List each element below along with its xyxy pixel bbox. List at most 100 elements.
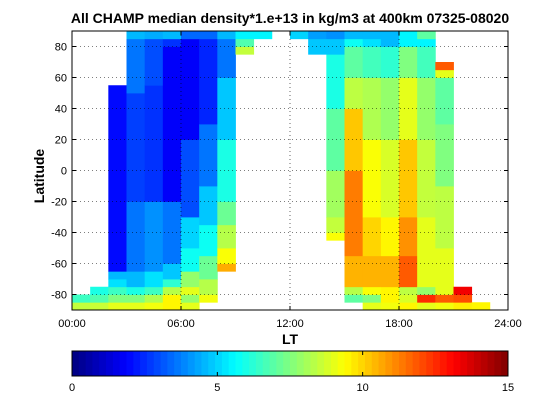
colorbar-segment (112, 351, 121, 376)
colorbar-segment (439, 351, 448, 376)
heatmap-cell (308, 31, 327, 40)
y-tick-label: 80 (55, 42, 67, 54)
colorbar-segment (242, 351, 250, 376)
colorbar-segment (78, 351, 87, 376)
heatmap-cell (344, 286, 364, 295)
heatmap-cell (144, 271, 164, 288)
heatmap-cell (199, 31, 218, 40)
heatmap-cell (144, 201, 164, 272)
colorbar-segment (221, 351, 230, 376)
chart-title: All CHAMP median density*1.e+13 in kg/m3… (71, 10, 509, 26)
x-tick-label: 12:00 (276, 318, 304, 330)
colorbar-segment (364, 351, 373, 376)
heatmap-cell (362, 46, 382, 78)
heatmap-cell (435, 302, 454, 311)
x-axis: 00:00 06:00 12:00 18:00 24:00 (58, 31, 522, 330)
heatmap-cell (199, 224, 218, 257)
colorbar-segment (133, 351, 141, 376)
colorbar-segment (324, 351, 332, 376)
heatmap-cell (126, 286, 146, 295)
heatmap-cell (181, 286, 200, 295)
heatmap-cell (108, 85, 127, 272)
heatmap-cell (417, 38, 436, 47)
colorbar-segment (310, 351, 318, 376)
heatmap-cell (435, 186, 454, 249)
heatmap-cell (453, 294, 473, 303)
heatmap-cell (90, 302, 109, 311)
heatmap-cell (72, 302, 91, 311)
colorbar-segment (269, 351, 277, 376)
y-axis: -80 -60 -40 -20 0 20 40 60 80 (51, 42, 508, 302)
colorbar-segment (487, 351, 495, 376)
colorbar: 0 5 10 15 (69, 350, 514, 394)
y-tick-label: 0 (61, 166, 67, 178)
heatmap-cell (181, 271, 200, 288)
heatmap-cell (399, 286, 418, 295)
heatmap-cell (417, 294, 436, 303)
heatmap-cell (344, 232, 364, 257)
colorbar-segment (72, 351, 80, 376)
heatmap-cell (344, 255, 364, 288)
heatmap-cell (235, 46, 255, 55)
heatmap-cell (217, 38, 236, 78)
heatmap-cell (144, 31, 164, 40)
heatmap-cell (253, 31, 273, 40)
heatmap-cell (181, 31, 200, 40)
heatmap-cell (380, 31, 400, 47)
colorbar-tick-label: 5 (214, 382, 220, 394)
heatmap-cell (435, 62, 454, 71)
x-tick-label: 24:00 (494, 318, 522, 330)
heatmap-cell (162, 263, 182, 280)
heatmap-cell (326, 108, 345, 171)
heatmap-cell (326, 38, 345, 55)
heatmap-cell (181, 294, 200, 303)
heatmap-cell (162, 294, 182, 303)
heatmap-cell (217, 139, 236, 202)
colorbar-segment (303, 351, 311, 376)
colorbar-segment (378, 351, 386, 376)
y-tick-label: -20 (51, 197, 67, 209)
heatmap-cell (144, 286, 164, 295)
heatmap-cell (380, 217, 400, 257)
heatmap-cell (344, 46, 364, 78)
colorbar-segment (228, 351, 236, 376)
heatmap-cell (126, 271, 146, 288)
colorbar-segment (453, 351, 461, 376)
colorbar-segment (480, 351, 489, 376)
heatmap-cell (380, 286, 400, 303)
heatmap-cell (290, 31, 309, 40)
heatmap-cell (217, 31, 236, 40)
heatmap-cell (199, 294, 218, 303)
colorbar-segment (187, 351, 196, 376)
heatmap-cell (380, 46, 400, 78)
colorbar-segment (92, 351, 100, 376)
colorbar-segment (174, 351, 182, 376)
heatmap-cell (362, 38, 382, 47)
heatmap-cell (417, 31, 436, 40)
colorbar-tick-label: 15 (502, 382, 514, 394)
heatmap-cell (217, 248, 236, 264)
heatmap-cell (417, 77, 436, 140)
colorbar-segment (344, 351, 352, 376)
heatmap-cell (235, 38, 255, 47)
heatmap-cell (380, 139, 400, 218)
heatmap-cell (235, 31, 255, 40)
colorbar-segment (119, 351, 127, 376)
heatmap-cell (162, 286, 182, 295)
heatmap-cell (181, 302, 200, 311)
y-tick-label: 40 (55, 104, 67, 116)
heatmap-cell (399, 255, 418, 288)
colorbar-segment (215, 351, 223, 376)
heatmap-cell (399, 294, 418, 303)
heatmap-cell (435, 124, 454, 187)
heatmap-cell (344, 38, 364, 47)
y-tick-label: -60 (51, 259, 67, 271)
heatmap-cell (162, 302, 182, 311)
colorbar-segment (358, 351, 366, 376)
heatmap-cell (380, 77, 400, 140)
heatmap-cell (199, 279, 218, 295)
heatmap-cell (108, 294, 127, 303)
colorbar-segment (106, 351, 114, 376)
colorbar-segment (160, 351, 168, 376)
